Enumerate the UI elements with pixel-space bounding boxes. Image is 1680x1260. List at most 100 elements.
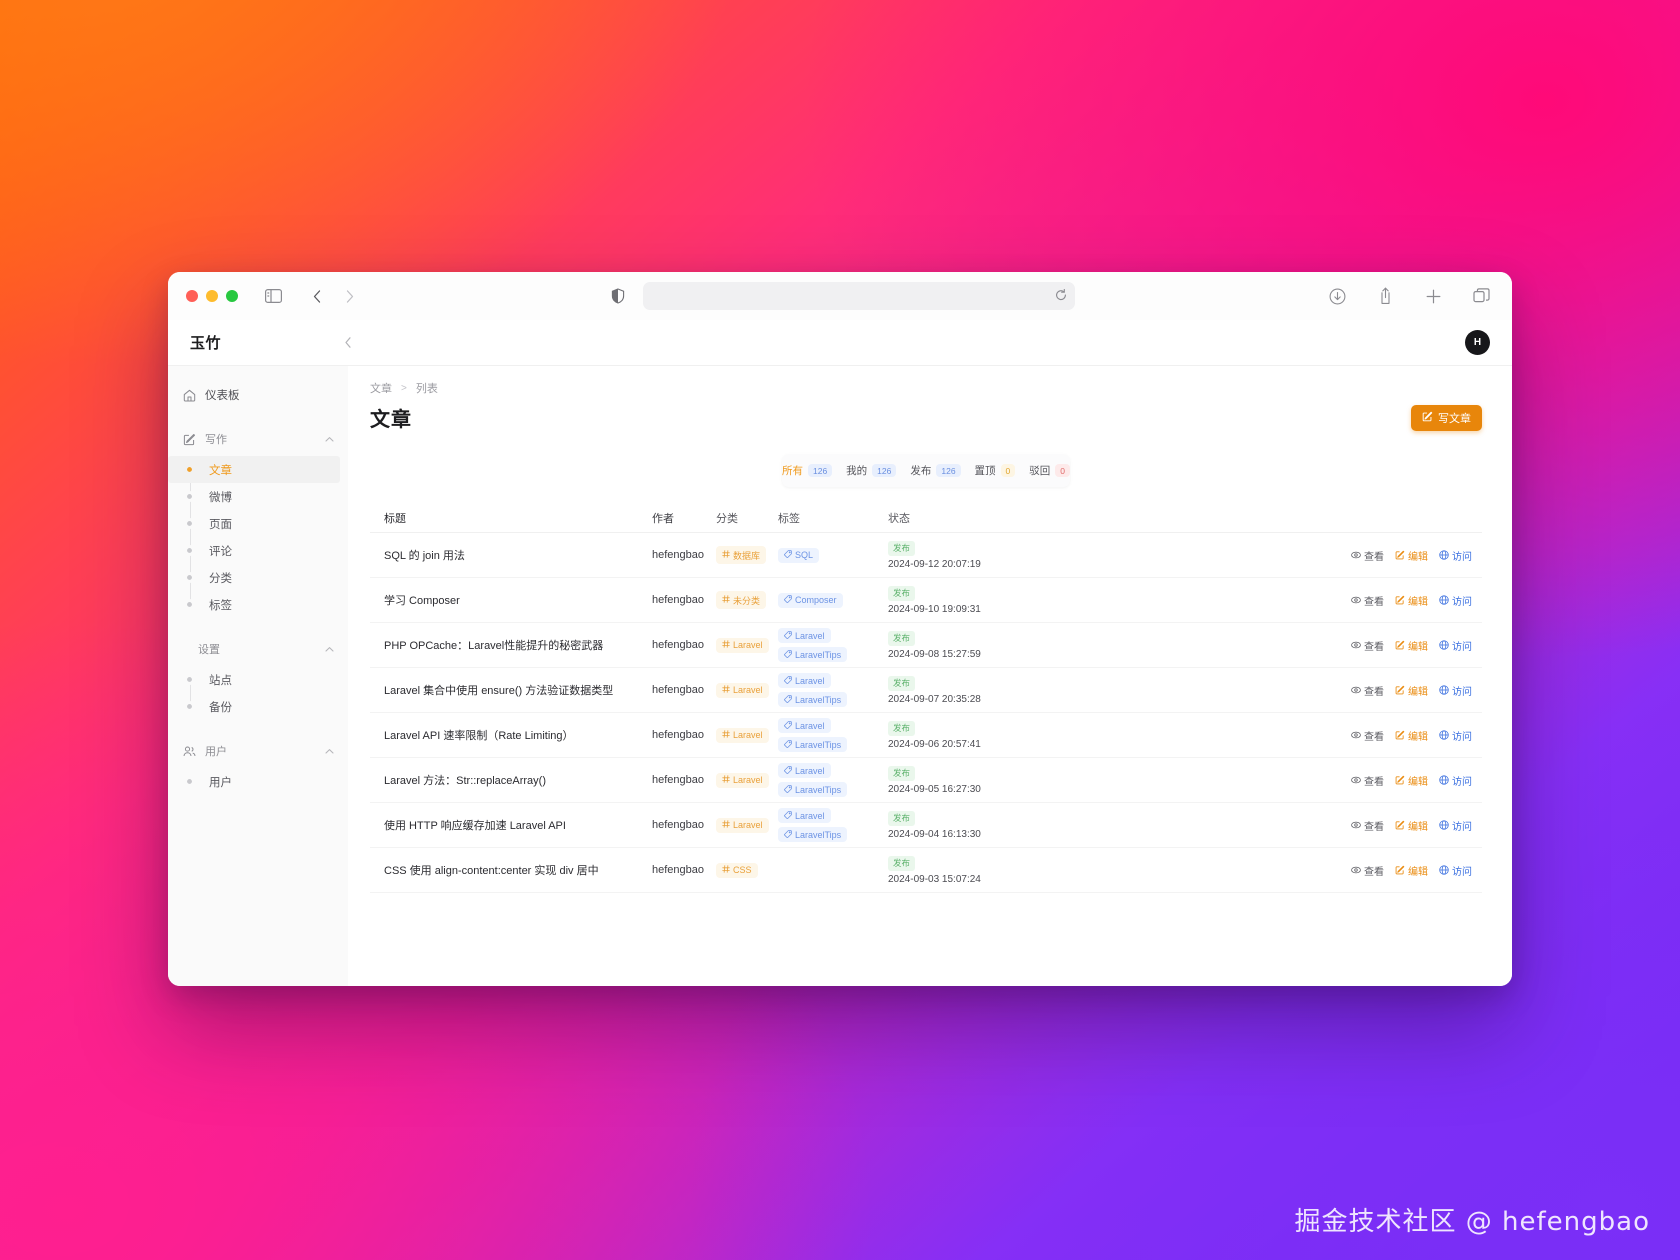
visit-post-button[interactable]: 访问 — [1439, 638, 1472, 653]
view-post-button[interactable]: 查看 — [1351, 728, 1384, 743]
back-arrow-icon[interactable] — [304, 283, 330, 309]
tag-chip[interactable]: Composer — [778, 592, 843, 608]
tag-chip[interactable]: LaravelTips — [778, 647, 848, 662]
view-post-button[interactable]: 查看 — [1351, 683, 1384, 698]
post-title[interactable]: Laravel 方法：Str::replaceArray() — [384, 775, 546, 787]
sidebar-item-site[interactable]: 站点 — [168, 666, 348, 693]
minimize-window-button[interactable] — [206, 290, 218, 302]
edit-post-button[interactable]: 编辑 — [1395, 818, 1428, 833]
post-title[interactable]: CSS 使用 align-content:center 实现 div 居中 — [384, 865, 599, 877]
tag-chip[interactable]: Laravel — [778, 673, 831, 688]
category-chip[interactable]: Laravel — [716, 682, 769, 698]
category-chip[interactable]: 数据库 — [716, 546, 767, 564]
filter-tab-all[interactable]: 所有 126 — [782, 463, 833, 478]
post-title[interactable]: Laravel API 速率限制（Rate Limiting） — [384, 730, 574, 742]
sidebar-item-categories[interactable]: 分类 — [168, 564, 348, 591]
category-chip[interactable]: 未分类 — [716, 591, 767, 609]
maximize-window-button[interactable] — [226, 290, 238, 302]
view-post-button[interactable]: 查看 — [1351, 863, 1384, 878]
sidebar-item-comments[interactable]: 评论 — [168, 537, 348, 564]
visit-post-button[interactable]: 访问 — [1439, 683, 1472, 698]
edit-post-button[interactable]: 编辑 — [1395, 863, 1428, 878]
table-row[interactable]: 使用 HTTP 响应缓存加速 Laravel API hefengbao Larav… — [370, 803, 1482, 848]
reload-icon[interactable] — [1055, 288, 1067, 304]
sidebar-item-posts[interactable]: 文章 — [168, 456, 340, 483]
sidebar-item-tags[interactable]: 标签 — [168, 591, 348, 618]
post-title[interactable]: Laravel 集合中使用 ensure() 方法验证数据类型 — [384, 685, 614, 697]
tab-overview-icon[interactable] — [1468, 283, 1494, 309]
filter-tab-published[interactable]: 发布 126 — [910, 463, 961, 478]
table-row[interactable]: Laravel 集合中使用 ensure() 方法验证数据类型 hefengbao… — [370, 668, 1482, 713]
sidebar-group-settings[interactable]: 设置 — [168, 634, 348, 664]
edit-post-button[interactable]: 编辑 — [1395, 773, 1428, 788]
sidebar-item-weibo[interactable]: 微博 — [168, 483, 348, 510]
visit-post-button[interactable]: 访问 — [1439, 863, 1472, 878]
action-label: 查看 — [1364, 551, 1384, 563]
edit-post-button[interactable]: 编辑 — [1395, 728, 1428, 743]
share-icon[interactable] — [1372, 283, 1398, 309]
tag-chip[interactable]: LaravelTips — [778, 737, 848, 752]
table-row[interactable]: SQL 的 join 用法 hefengbao 数据库 SQL 发布 2024-09-12… — [370, 533, 1482, 578]
tag-chip[interactable]: Laravel — [778, 808, 831, 823]
sidebar-group-users[interactable]: 用户 — [168, 736, 348, 766]
table-row[interactable]: PHP OPCache：Laravel性能提升的秘密武器 hefengbao Lar… — [370, 623, 1482, 668]
chevron-left-icon[interactable] — [343, 336, 354, 349]
tag-chip[interactable]: Laravel — [778, 763, 831, 778]
tag-chip[interactable]: LaravelTips — [778, 782, 848, 797]
visit-post-button[interactable]: 访问 — [1439, 548, 1472, 563]
download-icon[interactable] — [1324, 283, 1350, 309]
tag-chip[interactable]: Laravel — [778, 628, 831, 643]
edit-post-button[interactable]: 编辑 — [1395, 593, 1428, 608]
chevron-up-icon[interactable] — [325, 646, 334, 653]
post-title[interactable]: 使用 HTTP 响应缓存加速 Laravel API — [384, 820, 566, 832]
sidebar-group-writing[interactable]: 写作 — [168, 424, 348, 454]
chevron-up-icon[interactable] — [325, 436, 334, 443]
post-title[interactable]: PHP OPCache：Laravel性能提升的秘密武器 — [384, 640, 604, 652]
post-title[interactable]: SQL 的 join 用法 — [384, 550, 465, 562]
edit-post-button[interactable]: 编辑 — [1395, 683, 1428, 698]
visit-post-button[interactable]: 访问 — [1439, 593, 1472, 608]
visit-post-button[interactable]: 访问 — [1439, 818, 1472, 833]
edit-post-button[interactable]: 编辑 — [1395, 638, 1428, 653]
view-post-button[interactable]: 查看 — [1351, 773, 1384, 788]
chevron-up-icon[interactable] — [325, 748, 334, 755]
tag-chip[interactable]: LaravelTips — [778, 692, 848, 707]
category-chip[interactable]: Laravel — [716, 817, 769, 833]
category-chip[interactable]: Laravel — [716, 772, 769, 788]
view-post-button[interactable]: 查看 — [1351, 818, 1384, 833]
edit-post-button[interactable]: 编辑 — [1395, 548, 1428, 563]
sidebar-toggle-icon[interactable] — [260, 283, 286, 309]
shield-icon[interactable] — [605, 283, 631, 309]
view-post-button[interactable]: 查看 — [1351, 548, 1384, 563]
category-chip[interactable]: Laravel — [716, 727, 769, 743]
breadcrumb-parent[interactable]: 文章 — [370, 383, 392, 395]
filter-tab-pinned[interactable]: 置顶 0 — [975, 463, 1016, 478]
sidebar-item-dashboard[interactable]: 仪表板 — [168, 380, 348, 410]
view-post-button[interactable]: 查看 — [1351, 593, 1384, 608]
table-row[interactable]: 学习 Composer hefengbao 未分类 Composer 发布 2024-09… — [370, 578, 1482, 623]
avatar[interactable]: H — [1465, 330, 1490, 355]
view-post-button[interactable]: 查看 — [1351, 638, 1384, 653]
table-row[interactable]: Laravel 方法：Str::replaceArray() hefengbao L… — [370, 758, 1482, 803]
post-title[interactable]: 学习 Composer — [384, 595, 460, 607]
filter-tab-rejected[interactable]: 驳回 0 — [1029, 463, 1071, 478]
category-chip[interactable]: CSS — [716, 862, 758, 878]
filter-tab-mine[interactable]: 我的 126 — [846, 463, 897, 478]
table-row[interactable]: Laravel API 速率限制（Rate Limiting） hefengbao… — [370, 713, 1482, 758]
forward-arrow-icon[interactable] — [336, 283, 362, 309]
visit-post-button[interactable]: 访问 — [1439, 773, 1472, 788]
table-row[interactable]: CSS 使用 align-content:center 实现 div 居中 hef… — [370, 848, 1482, 893]
tag-chip[interactable]: SQL — [778, 547, 820, 563]
sidebar-item-user[interactable]: 用户 — [168, 768, 348, 795]
sidebar-item-backup[interactable]: 备份 — [168, 693, 348, 720]
tag-chip[interactable]: Laravel — [778, 718, 831, 733]
address-input[interactable] — [643, 282, 1075, 310]
sidebar-item-pages[interactable]: 页面 — [168, 510, 348, 537]
plus-icon[interactable] — [1420, 283, 1446, 309]
category-chip[interactable]: Laravel — [716, 637, 769, 653]
write-post-button[interactable]: 写文章 — [1411, 404, 1482, 431]
tag-chip[interactable]: LaravelTips — [778, 827, 848, 842]
close-window-button[interactable] — [186, 290, 198, 302]
post-timestamp: 2024-09-03 15:07:24 — [888, 873, 981, 885]
visit-post-button[interactable]: 访问 — [1439, 728, 1472, 743]
